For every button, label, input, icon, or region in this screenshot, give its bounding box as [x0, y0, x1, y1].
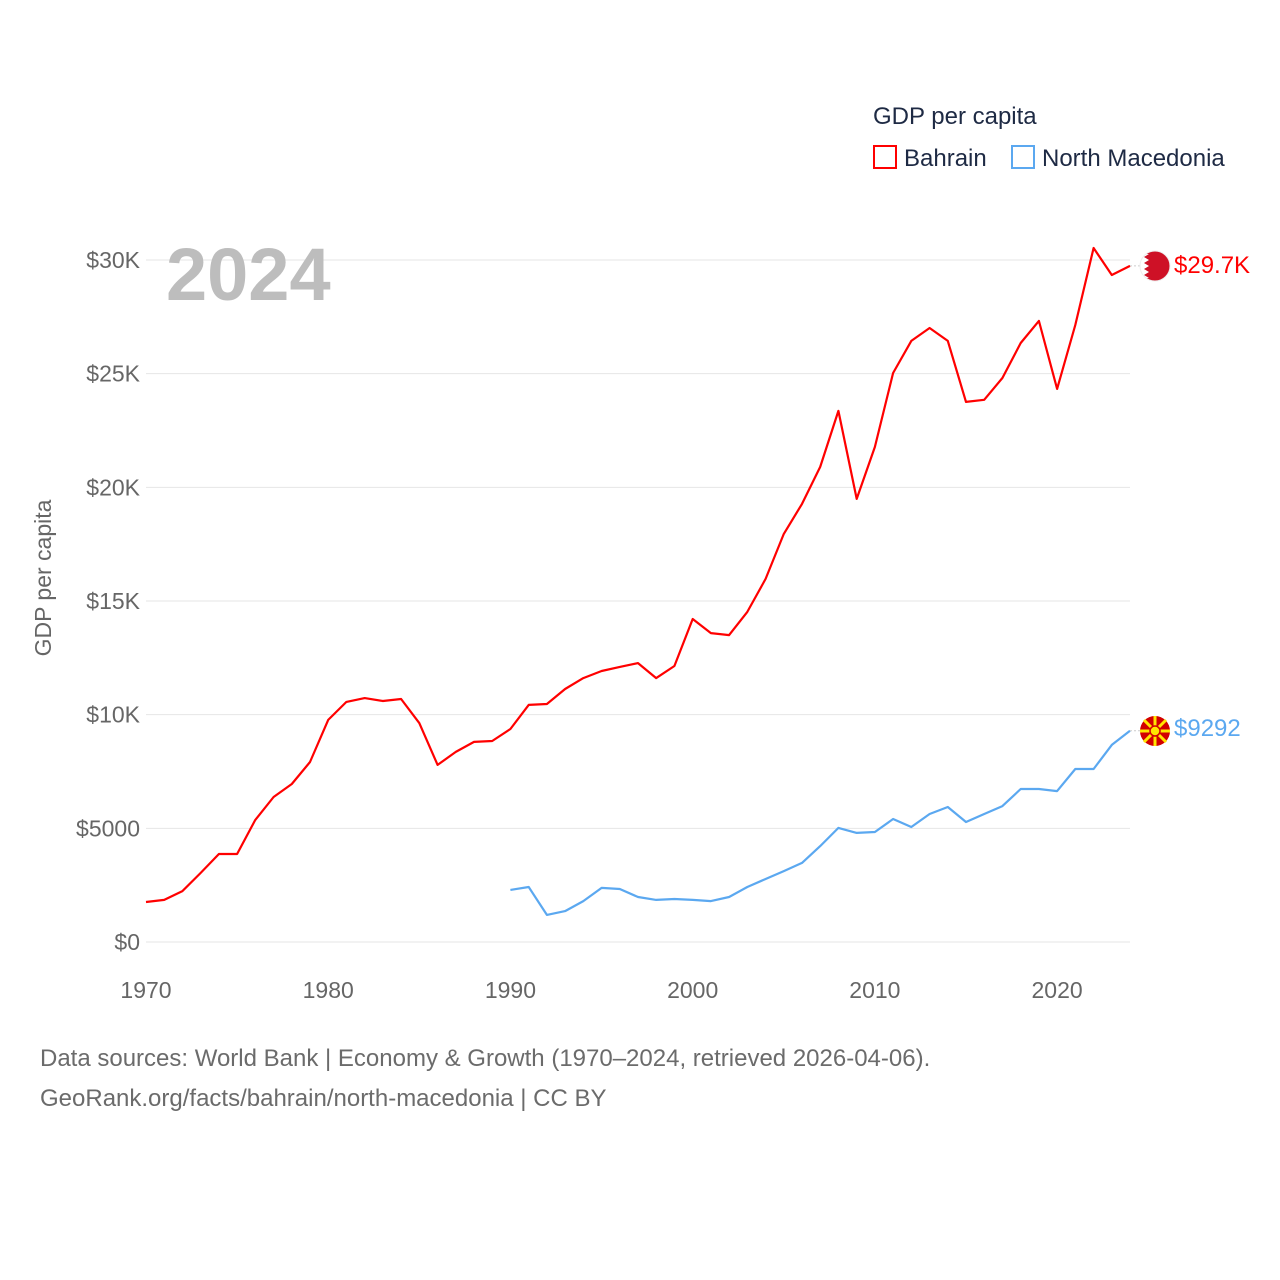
y-tick-label: $0 — [114, 929, 140, 955]
legend-label-north-macedonia: North Macedonia — [1042, 145, 1225, 172]
north-macedonia-flag-icon — [1140, 716, 1170, 746]
year-watermark: 2024 — [166, 233, 331, 316]
end-label-bahrain: $29.7K — [1174, 252, 1250, 279]
x-tick-label: 2020 — [1032, 977, 1083, 1003]
legend-item-north-macedonia[interactable]: North Macedonia — [1011, 145, 1225, 172]
y-tick-label: $10K — [86, 702, 140, 728]
legend-title: GDP per capita — [873, 103, 1037, 130]
legend-label-bahrain: Bahrain — [904, 145, 987, 172]
legend-item-bahrain[interactable]: Bahrain — [873, 145, 987, 172]
footer-sources: Data sources: World Bank | Economy & Gro… — [40, 1045, 931, 1072]
y-tick-label: $5000 — [76, 815, 140, 841]
y-tick-label: $30K — [86, 247, 140, 273]
grid: $0 $5000 $10K $15K $20K $25K $30K 1970 1980 1990 2… — [76, 247, 1130, 1003]
y-tick-label: $25K — [86, 361, 140, 387]
x-tick-label: 2010 — [849, 977, 900, 1003]
x-tick-label: 1980 — [303, 977, 354, 1003]
series-line-bahrain[interactable] — [145, 246, 1131, 904]
x-tick-label: 1990 — [485, 977, 536, 1003]
x-tick-label: 1970 — [120, 977, 171, 1003]
end-label-north-macedonia: $9292 — [1174, 715, 1241, 742]
y-axis-label: GDP per capita — [30, 499, 56, 656]
legend-swatch-bahrain — [873, 145, 897, 169]
x-tick-label: 2000 — [667, 977, 718, 1003]
legend-swatch-north-macedonia — [1011, 145, 1035, 169]
y-tick-label: $15K — [86, 588, 140, 614]
bahrain-flag-icon — [1139, 250, 1171, 282]
series-line-north-macedonia[interactable] — [510, 729, 1131, 917]
footer-link[interactable]: GeoRank.org/facts/bahrain/north-macedoni… — [40, 1085, 607, 1112]
y-tick-label: $20K — [86, 474, 140, 500]
